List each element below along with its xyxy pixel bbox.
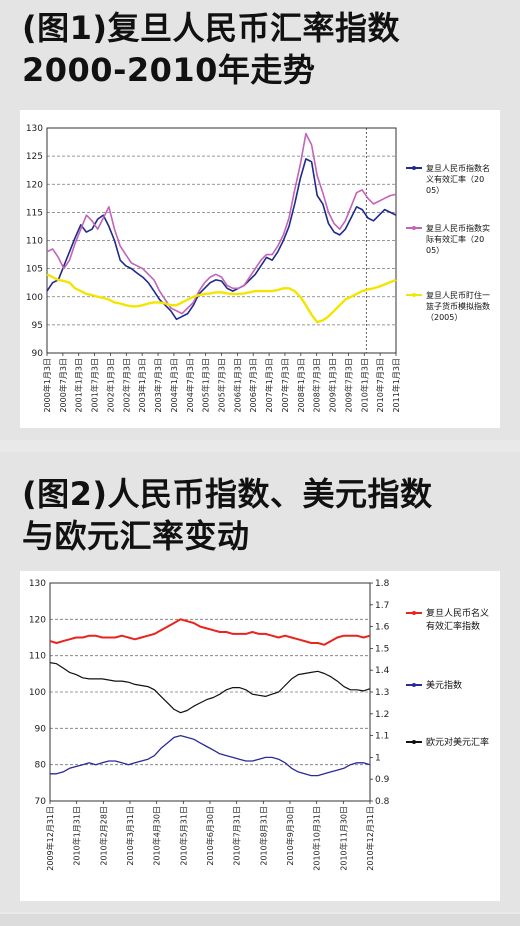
y2-tick-label: 1.6 — [375, 623, 390, 633]
y-tick-label: 90 — [35, 724, 47, 734]
x-tick-label: 2008年1月3日 — [296, 358, 306, 413]
y-tick-label: 110 — [26, 237, 43, 247]
y-tick-label: 100 — [26, 293, 43, 303]
x-tick-label: 2010年8月31日 — [258, 806, 268, 866]
y-tick-label: 125 — [26, 152, 43, 162]
series-line-2 — [50, 734, 371, 777]
series-line-3 — [46, 273, 397, 324]
legend-marker — [412, 226, 416, 230]
x-tick-label: 2010年3月31日 — [125, 806, 135, 866]
x-tick-label: 2005年1月3日 — [201, 358, 211, 413]
y-tick-label: 115 — [26, 208, 43, 218]
x-tick-label: 2006年1月3日 — [232, 358, 242, 413]
y2-tick-label: 0.9 — [375, 775, 390, 785]
series-line-3 — [49, 662, 371, 714]
x-tick-label: 2007年1月3日 — [264, 358, 274, 413]
chart2-card: 130 120 110 100 90 80 70 1.8 1.7 1.6 1.5 1.4 1.3 1.2 1… — [20, 571, 500, 901]
x-tick-label: 2009年12月31日 — [45, 806, 55, 871]
series-line-1 — [46, 158, 397, 321]
x-tick-label: 2010年1月31日 — [72, 806, 82, 866]
x-tick-label: 2010年7月3日 — [375, 358, 385, 413]
y2-tick-label: 1.4 — [375, 666, 390, 676]
legend-entry-1: 复旦人民币名义有效汇率指数 — [426, 607, 489, 632]
legend-marker — [412, 166, 416, 170]
y2-tick-label: 1.7 — [375, 601, 389, 611]
y-tick-label: 95 — [32, 321, 43, 331]
x-tick-label: 2010年7月31日 — [232, 806, 242, 866]
x-tick-label: 2003年1月3日 — [137, 358, 147, 413]
legend-marker — [412, 611, 416, 615]
y-tick-label: 100 — [29, 688, 46, 698]
legend-entry-3: 复旦人民币盯住一篮子货币模拟指数（2005） — [426, 290, 490, 322]
y-tick-label: 105 — [26, 265, 43, 275]
chart2-panel: (图2)人民币指数、美元指数 与欧元汇率变动 130 120 110 100 90 80 7… — [0, 452, 520, 912]
x-tick-label: 2000年7月3日 — [58, 358, 68, 413]
y-tick-label: 130 — [29, 579, 46, 589]
x-tick-label: 2010年5月31日 — [178, 806, 188, 866]
legend-marker — [412, 293, 416, 297]
y-tick-label: 120 — [26, 180, 43, 190]
x-tick-label: 2008年7月3日 — [312, 358, 322, 413]
y2-tick-label: 1.2 — [375, 710, 389, 720]
x-tick-label: 2002年7月3日 — [121, 358, 131, 413]
x-tick-label: 2002年1月3日 — [106, 358, 116, 413]
x-tick-label: 2007年7月3日 — [280, 358, 290, 413]
chart2-title: (图2)人民币指数、美元指数 — [22, 475, 433, 513]
series-line-2 — [46, 132, 397, 315]
legend-entry-2: 美元指数 — [426, 679, 462, 691]
x-tick-label: 2009年1月3日 — [328, 358, 338, 413]
chart1-card: 130 125 120 115 110 105 100 95 90 2000年1月3日 2000年7… — [20, 110, 500, 428]
x-tick-label: 2010年11月30日 — [338, 806, 348, 871]
legend-marker — [412, 683, 416, 687]
y2-tick-label: 0.8 — [375, 797, 390, 807]
series-line-1 — [49, 618, 371, 646]
legend-entry-2: 复旦人民币指数实际有效汇率（20 05） — [426, 223, 490, 255]
y-tick-label: 70 — [35, 797, 47, 807]
chart1-subtitle: 2000-2010年走势 — [22, 51, 316, 89]
y-tick-label: 130 — [26, 124, 43, 134]
chart2-svg: 130 120 110 100 90 80 70 1.8 1.7 1.6 1.5 1.4 1.3 1.2 1… — [29, 579, 489, 871]
x-tick-label: 2010年4月30日 — [152, 806, 162, 866]
legend-entry-1: 复旦人民币指数名义有效汇率（20 05） — [426, 163, 490, 195]
x-tick-label: 2004年7月3日 — [185, 358, 195, 413]
y2-tick-label: 1.5 — [375, 644, 389, 654]
y2-tick-label: 1.3 — [375, 688, 389, 698]
x-tick-label: 2010年6月30日 — [205, 806, 215, 866]
y2-tick-label: 1 — [375, 753, 381, 763]
legend-marker — [412, 740, 416, 744]
y-tick-label: 120 — [29, 615, 46, 625]
chart1-panel: (图1)复旦人民币汇率指数 2000-2010年走势 130 125 120 115 1… — [0, 0, 520, 440]
chart2-subtitle: 与欧元汇率变动 — [22, 517, 250, 555]
x-tick-label: 2010年9月30日 — [285, 806, 295, 866]
x-tick-label: 2009年7月3日 — [343, 358, 353, 413]
y2-tick-label: 1.8 — [375, 579, 390, 589]
x-tick-label: 2006年7月3日 — [248, 358, 258, 413]
bottom-strip — [0, 914, 520, 926]
y-tick-label: 90 — [32, 349, 44, 359]
x-tick-label: 2010年10月31日 — [312, 806, 322, 871]
x-tick-label: 2004年1月3日 — [169, 358, 179, 413]
x-tick-label: 2010年2月28日 — [98, 806, 108, 866]
legend-entry-3: 欧元对美元汇率 — [426, 736, 489, 748]
x-tick-label: 2001年7月3日 — [90, 358, 100, 413]
x-tick-label: 2005年7月3日 — [217, 358, 227, 413]
y2-tick-label: 1.1 — [375, 732, 389, 742]
x-tick-label: 2011年1月3日 — [391, 358, 401, 413]
x-tick-label: 2001年1月3日 — [74, 358, 84, 413]
x-tick-label: 2003年7月3日 — [153, 358, 163, 413]
x-tick-label: 2010年12月31日 — [365, 806, 375, 871]
chart1-title: (图1)复旦人民币汇率指数 — [22, 9, 401, 47]
y-tick-label: 110 — [29, 652, 46, 662]
x-tick-label: 2000年1月3日 — [42, 358, 52, 413]
y-tick-label: 80 — [35, 761, 47, 771]
x-tick-label: 2010年1月3日 — [359, 358, 369, 413]
